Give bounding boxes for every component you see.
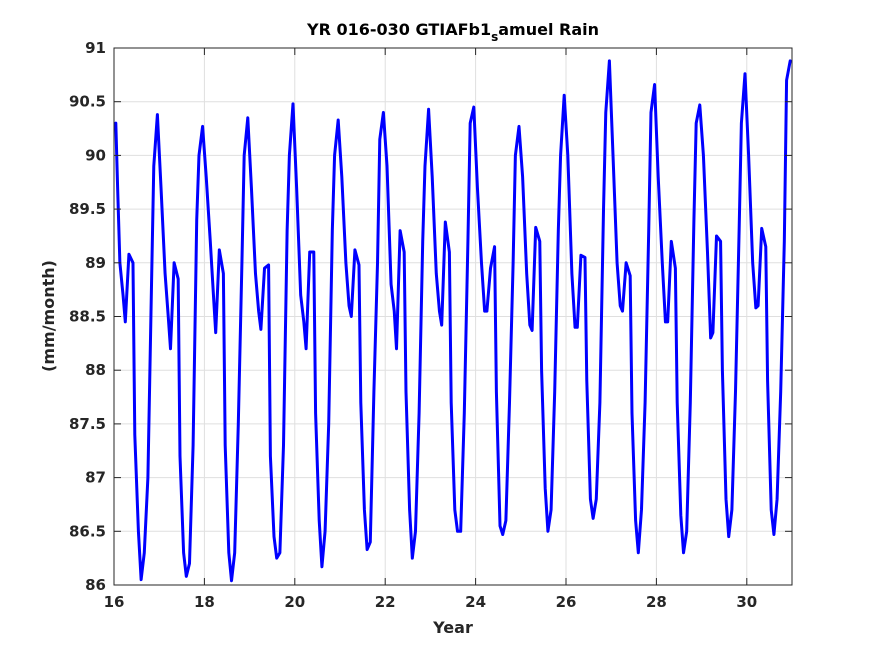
axis-ticks [113, 47, 792, 586]
x-tick-label: 28 [646, 593, 667, 611]
y-axis-label: (mm/month) [39, 260, 58, 372]
axis-tick-labels: 16 18 20 22 24 26 28 30 86 86.5 87 87.5 88 88.5 89 89.5… [69, 39, 757, 611]
x-tick-label: 30 [736, 593, 757, 611]
y-tick-label: 88.5 [69, 308, 106, 326]
y-tick-label: 86.5 [69, 522, 106, 540]
x-tick-label: 20 [284, 593, 305, 611]
y-tick-label: 89 [85, 254, 106, 272]
y-tick-label: 86 [85, 576, 106, 594]
chart-title: YR 016-030 GTIAFb1samuel Rain [306, 20, 599, 44]
series-layer [114, 59, 792, 583]
x-tick-label: 24 [465, 593, 486, 611]
x-tick-label: 22 [375, 593, 396, 611]
x-axis-label: Year [432, 618, 473, 637]
x-tick-label: 16 [104, 593, 125, 611]
y-tick-label: 91 [85, 39, 106, 57]
x-tick-label: 18 [194, 593, 215, 611]
y-tick-label: 87 [85, 469, 106, 487]
x-tick-label: 26 [556, 593, 577, 611]
y-tick-label: 87.5 [69, 415, 106, 433]
y-tick-label: 90.5 [69, 93, 106, 111]
y-tick-label: 90 [85, 146, 106, 164]
y-tick-label: 88 [85, 361, 106, 379]
series-line-0 [114, 59, 792, 583]
y-tick-label: 89.5 [69, 200, 106, 218]
